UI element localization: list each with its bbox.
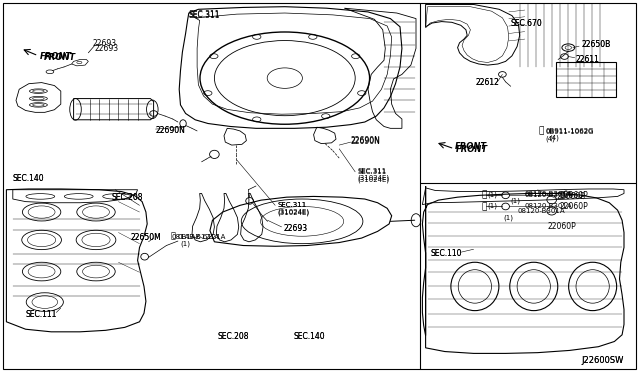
Text: SEC.311: SEC.311 (357, 169, 387, 175)
Text: SEC.140: SEC.140 (13, 174, 44, 183)
Text: 22650M: 22650M (131, 233, 161, 242)
Text: SEC.111: SEC.111 (26, 310, 57, 319)
Text: 22650M: 22650M (131, 233, 161, 242)
Text: (1): (1) (180, 240, 191, 247)
Text: 22611: 22611 (576, 55, 600, 64)
Text: 0B911-1062G: 0B911-1062G (545, 128, 594, 134)
Text: (1): (1) (504, 215, 514, 221)
Text: 22693: 22693 (284, 224, 308, 233)
Text: 22650B: 22650B (581, 40, 611, 49)
Text: FRONT: FRONT (456, 145, 488, 154)
Text: 08120-B301A: 08120-B301A (525, 191, 572, 197)
Text: SEC.311: SEC.311 (357, 168, 387, 174)
Text: 22693: 22693 (284, 224, 308, 233)
Text: 22690N: 22690N (156, 126, 186, 135)
Text: FRONT: FRONT (454, 142, 486, 151)
Text: 22690N: 22690N (351, 136, 381, 145)
Text: (1): (1) (488, 202, 498, 209)
Text: SEC.208: SEC.208 (218, 332, 249, 341)
Text: Ⓑ: Ⓑ (481, 191, 486, 200)
Text: FRONT: FRONT (44, 53, 76, 62)
Text: SEC.311: SEC.311 (277, 202, 307, 208)
Text: 22060P: 22060P (547, 222, 576, 231)
Text: J22600SW: J22600SW (581, 356, 623, 365)
Text: (31024E): (31024E) (277, 209, 309, 216)
Text: SEC.208: SEC.208 (218, 332, 249, 341)
Text: 22690N: 22690N (351, 137, 381, 146)
Text: 22693: 22693 (93, 39, 117, 48)
Text: 22612: 22612 (476, 78, 499, 87)
Text: SEC.110: SEC.110 (430, 249, 461, 258)
Bar (556, 62, 616, 97)
Text: SEC.670: SEC.670 (511, 19, 543, 28)
Text: 08120-B301A: 08120-B301A (525, 192, 572, 198)
Text: SEC.111: SEC.111 (26, 310, 57, 319)
Text: 22690N: 22690N (156, 126, 186, 135)
Text: SEC.670: SEC.670 (511, 19, 543, 28)
Text: SEC.140: SEC.140 (13, 174, 44, 183)
Text: (31024E): (31024E) (357, 176, 389, 183)
Text: SEC.311: SEC.311 (277, 202, 307, 208)
Text: (4): (4) (549, 134, 559, 141)
Text: SEC.140: SEC.140 (293, 332, 324, 341)
Text: 08120-B301A: 08120-B301A (517, 208, 564, 214)
Text: SEC.208: SEC.208 (112, 193, 143, 202)
Text: 22612: 22612 (476, 78, 499, 87)
Text: SEC.311: SEC.311 (189, 11, 220, 20)
Text: J22600SW: J22600SW (581, 356, 623, 365)
Text: (31024E): (31024E) (277, 208, 309, 215)
Text: 22060P: 22060P (560, 202, 589, 211)
Text: (31024E): (31024E) (357, 174, 389, 181)
Text: Ⓝ: Ⓝ (538, 126, 543, 135)
Text: SEC.110: SEC.110 (430, 249, 461, 258)
Text: 22693: 22693 (95, 44, 119, 53)
Text: Ⓑ: Ⓑ (481, 202, 486, 211)
Text: 0B1AB-6121A: 0B1AB-6121A (178, 234, 227, 240)
Text: 081AB-6121A: 081AB-6121A (172, 234, 220, 240)
Text: SEC.311: SEC.311 (189, 10, 220, 19)
Text: 22611: 22611 (576, 55, 600, 64)
Text: FRONT: FRONT (40, 52, 72, 61)
Text: 0B911-1062G: 0B911-1062G (545, 129, 594, 135)
Text: SEC.208: SEC.208 (112, 193, 143, 202)
Text: Ⓑ: Ⓑ (170, 232, 175, 241)
Text: 08120-B301A: 08120-B301A (525, 203, 572, 209)
Text: SEC.140: SEC.140 (293, 332, 324, 341)
Text: (1): (1) (488, 191, 498, 198)
Text: (4): (4) (545, 135, 555, 142)
Text: 22060P: 22060P (557, 192, 586, 201)
Text: 22060P: 22060P (560, 191, 589, 200)
Text: 22650B: 22650B (581, 40, 611, 49)
Text: (1): (1) (510, 198, 520, 204)
